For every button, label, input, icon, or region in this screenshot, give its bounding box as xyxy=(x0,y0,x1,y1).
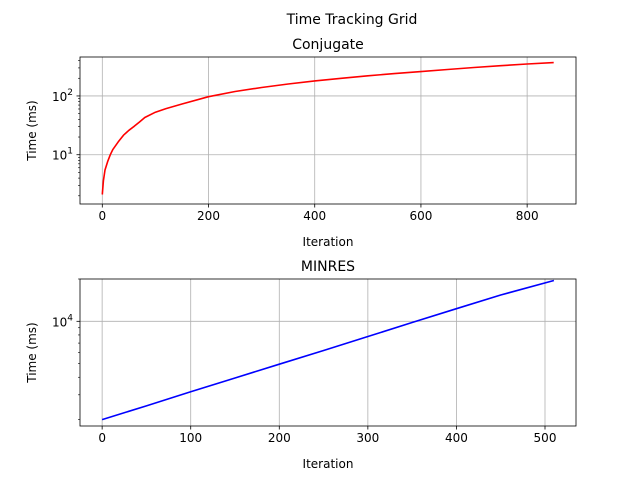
x-tick-label: 500 xyxy=(534,431,557,445)
x-tick-label: 200 xyxy=(268,431,291,445)
subplot-1: 0 200 400 600 800 101 102 Conjugate Iteration Tim… xyxy=(25,37,577,249)
x-tick-label: 800 xyxy=(516,209,539,223)
x-axis-label: Iteration xyxy=(303,457,354,471)
axes-frame xyxy=(79,56,577,205)
x-tick-label: 0 xyxy=(98,209,106,223)
y-tick-label: 104 xyxy=(52,313,73,329)
y-axis-label: Time (ms) xyxy=(25,322,39,384)
x-tick-label: 300 xyxy=(356,431,379,445)
series-line xyxy=(101,279,555,421)
x-tick-label: 600 xyxy=(409,209,432,223)
x-tick-label: 100 xyxy=(179,431,202,445)
x-tick-label: 400 xyxy=(303,209,326,223)
subplot-title: MINRES xyxy=(301,259,355,275)
subplot-2: 0 100 200 300 400 500 104 MINRES Iteration Time (… xyxy=(25,259,577,471)
series-line xyxy=(101,61,554,195)
x-tick-label: 200 xyxy=(197,209,220,223)
x-axis-label: Iteration xyxy=(303,235,354,249)
x-tick-label: 400 xyxy=(445,431,468,445)
y-tick-label: 101 xyxy=(52,147,73,163)
x-tick-label: 0 xyxy=(98,431,106,445)
y-tick-label: 102 xyxy=(52,88,73,104)
axes-frame xyxy=(79,278,577,427)
figure-suptitle: Time Tracking Grid xyxy=(286,12,418,28)
y-axis-label: Time (ms) xyxy=(25,100,39,162)
subplot-title: Conjugate xyxy=(292,37,364,53)
